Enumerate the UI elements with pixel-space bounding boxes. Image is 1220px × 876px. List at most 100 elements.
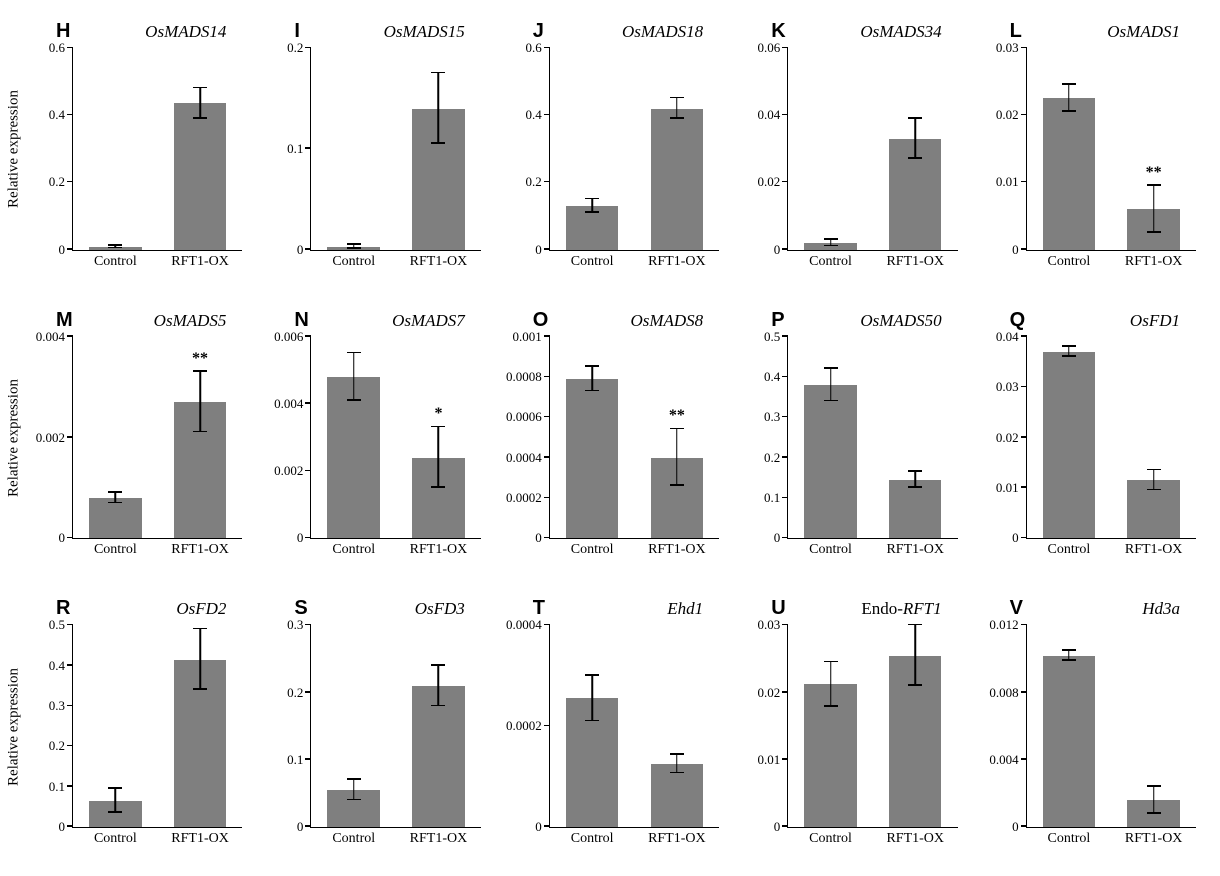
error-cap-top — [1062, 345, 1076, 347]
significance-marker: ** — [192, 350, 208, 368]
y-tick-label: 0 — [535, 242, 542, 258]
panel-title: OsMADS50 — [860, 311, 941, 331]
bar-rect — [1043, 656, 1096, 827]
y-tick-label: 0.3 — [49, 698, 65, 714]
y-tick-label: 0.2 — [287, 40, 303, 56]
y-tick-label: 0.3 — [287, 617, 303, 633]
y-tick-label: 0 — [1012, 530, 1019, 546]
x-tick-label: RFT1-OX — [171, 254, 229, 270]
error-cap-bottom — [193, 431, 207, 433]
error-cap-bottom — [193, 117, 207, 119]
y-tick-label: 0.004 — [274, 396, 303, 412]
y-tick-label: 0.002 — [274, 463, 303, 479]
x-tick-label: Control — [571, 831, 614, 847]
plot-area: 00.0020.0040.006Control*RFT1-OX — [310, 337, 480, 540]
panel-title: Endo-RFT1 — [861, 599, 941, 619]
bar-Control: Control — [550, 625, 635, 827]
y-tick-label: 0.6 — [526, 40, 542, 56]
error-bar — [438, 666, 440, 706]
y-tick-label: 0 — [1012, 242, 1019, 258]
error-cap-bottom — [824, 400, 838, 402]
bar-rect — [89, 498, 142, 538]
y-tick-label: 0.2 — [287, 685, 303, 701]
bar-rect — [889, 480, 942, 538]
plot-area: 00.00020.00040.00060.00080.001Control**R… — [549, 337, 719, 540]
x-tick-label: RFT1-OX — [886, 831, 944, 847]
error-bar — [676, 429, 678, 485]
chart-panel-M: MOsMADS5Relative expression00.0020.004Co… — [20, 309, 246, 568]
bar-Control: Control — [311, 337, 396, 539]
error-cap-top — [108, 244, 122, 246]
error-cap-top — [347, 778, 361, 780]
error-cap-top — [431, 664, 445, 666]
error-cap-bottom — [1147, 231, 1161, 233]
y-tick-label: 0.03 — [996, 40, 1019, 56]
bar-rect — [651, 764, 704, 827]
x-tick-label: Control — [571, 542, 614, 558]
error-cap-bottom — [347, 247, 361, 249]
error-cap-top — [193, 87, 207, 89]
y-tick-label: 0.2 — [764, 450, 780, 466]
error-cap-bottom — [670, 484, 684, 486]
panel-title: OsMADS5 — [154, 311, 227, 331]
x-tick-label: RFT1-OX — [1125, 254, 1183, 270]
y-tick-label: 0.04 — [757, 107, 780, 123]
error-bar — [1153, 470, 1155, 490]
chart-panel-L: LOsMADS100.010.020.03Control**RFT1-OX — [974, 20, 1200, 279]
bar-Control: Control — [73, 625, 158, 827]
bar-RFT1-OX: **RFT1-OX — [1111, 48, 1196, 250]
plot-area: 00.00020.0004ControlRFT1-OX — [549, 625, 719, 828]
y-tick-label: 0.4 — [764, 369, 780, 385]
error-bar — [1068, 85, 1070, 112]
plot-area: 00.010.020.030.04ControlRFT1-OX — [1026, 337, 1196, 540]
error-bar — [115, 789, 117, 813]
y-axis-label: Relative expression — [6, 90, 23, 208]
x-tick-label: RFT1-OX — [410, 831, 468, 847]
bar-RFT1-OX: **RFT1-OX — [158, 337, 243, 539]
y-tick-label: 0.03 — [996, 379, 1019, 395]
plot-area: 00.20.40.6ControlRFT1-OX — [549, 48, 719, 251]
chart-panel-J: JOsMADS1800.20.40.6ControlRFT1-OX — [497, 20, 723, 279]
error-cap-top — [824, 367, 838, 369]
error-cap-top — [193, 628, 207, 630]
error-bar — [438, 427, 440, 488]
bar-RFT1-OX: RFT1-OX — [635, 625, 720, 827]
y-axis-label: Relative expression — [6, 668, 23, 786]
y-tick-label: 0.0008 — [506, 369, 542, 385]
y-tick-label: 0.03 — [757, 617, 780, 633]
bar-Control: Control — [311, 625, 396, 827]
chart-panel-T: TEhd100.00020.0004ControlRFT1-OX — [497, 597, 723, 856]
plot-area: 00.10.2ControlRFT1-OX — [310, 48, 480, 251]
y-tick-label: 0.4 — [49, 658, 65, 674]
error-cap-bottom — [908, 486, 922, 488]
error-cap-top — [347, 352, 361, 354]
chart-panel-K: KOsMADS3400.020.040.06ControlRFT1-OX — [735, 20, 961, 279]
error-cap-bottom — [585, 211, 599, 213]
y-tick-label: 0.5 — [49, 617, 65, 633]
y-tick-label: 0.01 — [996, 174, 1019, 190]
bar-rect — [651, 109, 704, 250]
y-tick-label: 0 — [535, 819, 542, 835]
y-tick-label: 0.0004 — [506, 617, 542, 633]
error-cap-top — [431, 72, 445, 74]
panel-title: OsMADS8 — [630, 311, 703, 331]
error-cap-bottom — [431, 705, 445, 707]
error-bar — [676, 98, 678, 118]
error-cap-top — [347, 243, 361, 245]
error-cap-top — [1062, 83, 1076, 85]
x-tick-label: RFT1-OX — [410, 542, 468, 558]
bar-Control: Control — [788, 48, 873, 250]
y-tick-label: 0.6 — [49, 40, 65, 56]
y-tick-label: 0.1 — [287, 141, 303, 157]
x-tick-label: RFT1-OX — [886, 542, 944, 558]
plot-area: 00.010.020.03ControlRFT1-OX — [787, 625, 957, 828]
bar-RFT1-OX: RFT1-OX — [873, 625, 958, 827]
error-bar — [591, 676, 593, 721]
bar-RFT1-OX: RFT1-OX — [396, 625, 481, 827]
y-tick-label: 0.002 — [36, 430, 65, 446]
error-cap-top — [585, 198, 599, 200]
bar-rect — [804, 385, 857, 538]
error-bar — [199, 372, 201, 433]
y-tick-label: 0.012 — [989, 617, 1018, 633]
x-tick-label: RFT1-OX — [1125, 831, 1183, 847]
